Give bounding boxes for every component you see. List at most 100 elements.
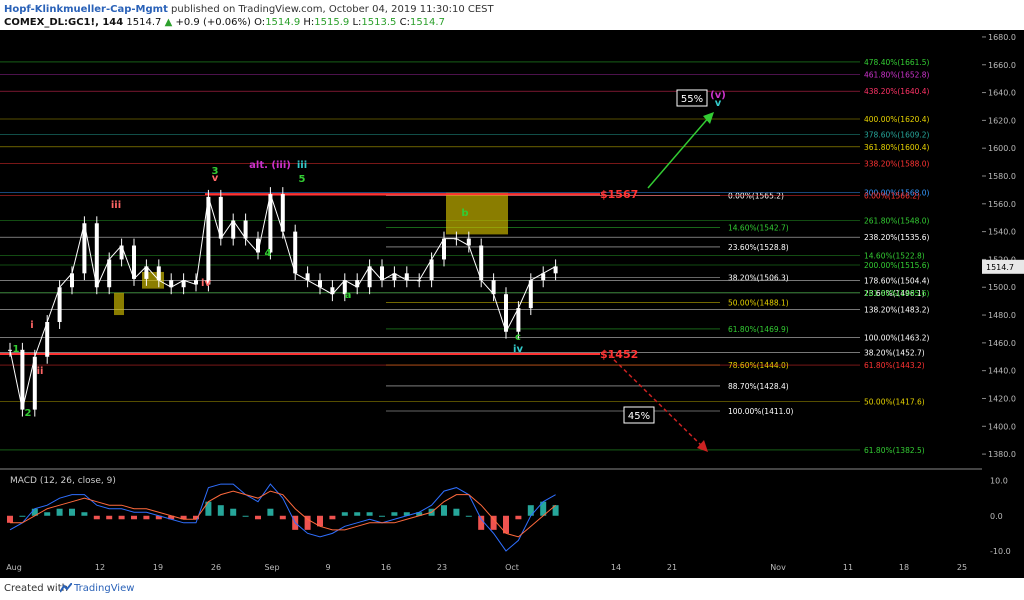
candle-body	[355, 280, 360, 288]
x-tick-label: 16	[381, 563, 391, 572]
candle-body	[57, 287, 62, 322]
macd-histogram-bar	[205, 501, 212, 516]
fib-label: 23.60%(1496.1)	[864, 289, 925, 298]
y-tick-label: 1480.0	[988, 311, 1016, 320]
candle-body	[70, 273, 74, 288]
candle-body	[293, 231, 298, 274]
macd-histogram-bar	[155, 515, 162, 520]
low-label: L:	[352, 17, 362, 28]
symbol-name: COMEX_DL:GC1!, 144	[4, 17, 124, 28]
macd-histogram-bar	[540, 501, 547, 516]
prob-up-box	[676, 89, 708, 107]
candle-body	[516, 308, 521, 332]
target-down-label: $1452	[600, 348, 638, 361]
candle-body	[342, 280, 347, 295]
wave-label: 5	[299, 174, 306, 185]
x-tick-label: Sep	[264, 563, 279, 572]
high-label: H:	[303, 17, 315, 28]
signal-line	[10, 490, 556, 538]
x-tick-label: 14	[611, 563, 621, 572]
wave-label: iii	[297, 160, 307, 171]
macd-histogram-bar	[441, 505, 447, 516]
bear-projection-arrow	[603, 349, 705, 449]
low-value: 1513.5	[361, 17, 397, 28]
candle-body	[107, 259, 112, 288]
fib-label: 78.60%(1444.0)	[728, 361, 789, 370]
prob-down-box	[623, 406, 655, 424]
prob-down-label: 45%	[628, 411, 650, 422]
candle-body	[318, 280, 322, 288]
y-tick-label: 1420.0	[988, 394, 1016, 403]
macd-histogram-bar	[267, 508, 274, 516]
open-label: O:	[254, 17, 266, 28]
x-tick-label: 21	[667, 563, 677, 572]
fib-label: 238.20%(1535.6)	[864, 233, 930, 242]
macd-histogram-bar	[131, 515, 137, 520]
fib-label: 61.80%(1443.2)	[864, 361, 925, 370]
macd-histogram-bar	[403, 512, 410, 516]
candle-body	[528, 280, 533, 309]
x-tick-label: 9	[325, 563, 330, 572]
candle-body	[20, 349, 25, 410]
wave-label: 1	[13, 344, 20, 355]
candle-body	[429, 259, 434, 281]
fib-label: 100.00%(1463.2)	[864, 333, 930, 342]
candle-body	[541, 273, 546, 281]
fib-label: 400.00%(1620.4)	[864, 115, 930, 124]
y-tick-label: 1500.0	[988, 283, 1016, 292]
candle-body	[442, 238, 446, 260]
macd-histogram-bar	[56, 508, 63, 516]
candle-body	[45, 322, 50, 357]
macd-histogram-bar	[503, 515, 509, 534]
macd-histogram-bar	[341, 512, 348, 516]
fib-label: 88.70%(1428.4)	[728, 382, 789, 391]
fib-label: 14.60%(1522.8)	[864, 251, 925, 260]
open-value: 1514.9	[265, 17, 301, 28]
created-with-text: Created with	[4, 583, 68, 594]
macd-histogram-bar	[465, 515, 472, 517]
author-link[interactable]: Hopf-Klinkmueller-Cap-Mgmt	[4, 4, 168, 15]
time-axis	[0, 558, 1024, 578]
fib-label: 61.80%(1469.9)	[728, 325, 789, 334]
price-chart[interactable]: 1680.01660.01640.01620.01600.01580.01560…	[0, 30, 1024, 578]
macd-histogram-bar	[118, 515, 125, 520]
fib-label: 50.00%(1488.1)	[728, 299, 789, 308]
fib-label: 61.80%(1382.5)	[864, 446, 925, 455]
candle-body	[231, 220, 236, 239]
resistance-zone	[446, 192, 508, 235]
fib-label: 438.20%(1640.4)	[864, 87, 930, 96]
tradingview-link[interactable]: TradingView	[74, 583, 135, 594]
close-value: 1514.7	[409, 17, 445, 28]
last-price-label: 1514.7	[986, 263, 1014, 272]
fib-label: 478.40%(1661.5)	[864, 58, 930, 67]
fib-label: 300.00%(1568.0)	[864, 189, 930, 198]
fib-label: 0.00%(1566.2)	[864, 191, 920, 200]
publish-line: Hopf-Klinkmueller-Cap-Mgmt published on …	[4, 4, 494, 15]
prob-up-label: 55%	[681, 94, 703, 105]
wave-label: iv	[513, 344, 523, 355]
wave-label: b	[461, 208, 468, 219]
candle-body	[156, 266, 161, 281]
candle-body	[404, 273, 409, 281]
x-tick-label: Oct	[505, 563, 519, 572]
wave-label: v	[715, 98, 722, 109]
candle-body	[504, 294, 508, 332]
price-change: +0.9 (+0.06%)	[175, 17, 251, 28]
candle-body	[367, 266, 372, 288]
macd-y-tick-label: 10.0	[990, 477, 1008, 486]
x-tick-label: 11	[843, 563, 853, 572]
candle-body	[206, 196, 211, 285]
fib-label: 461.80%(1652.8)	[864, 70, 930, 79]
fib-label: 23.60%(1528.8)	[728, 243, 789, 252]
candle-body	[218, 196, 223, 239]
x-tick-label: 23	[437, 563, 447, 572]
candle-body	[466, 238, 471, 246]
macd-histogram-bar	[19, 515, 26, 517]
wave-label: iii	[111, 200, 121, 211]
wave-label: iv	[201, 278, 211, 289]
fib-label: 0.00%(1565.2)	[728, 191, 784, 200]
price-axis	[982, 30, 1024, 578]
wave-label: c	[515, 332, 521, 343]
wave-label: a	[345, 290, 352, 301]
macd-line	[9, 483, 556, 552]
